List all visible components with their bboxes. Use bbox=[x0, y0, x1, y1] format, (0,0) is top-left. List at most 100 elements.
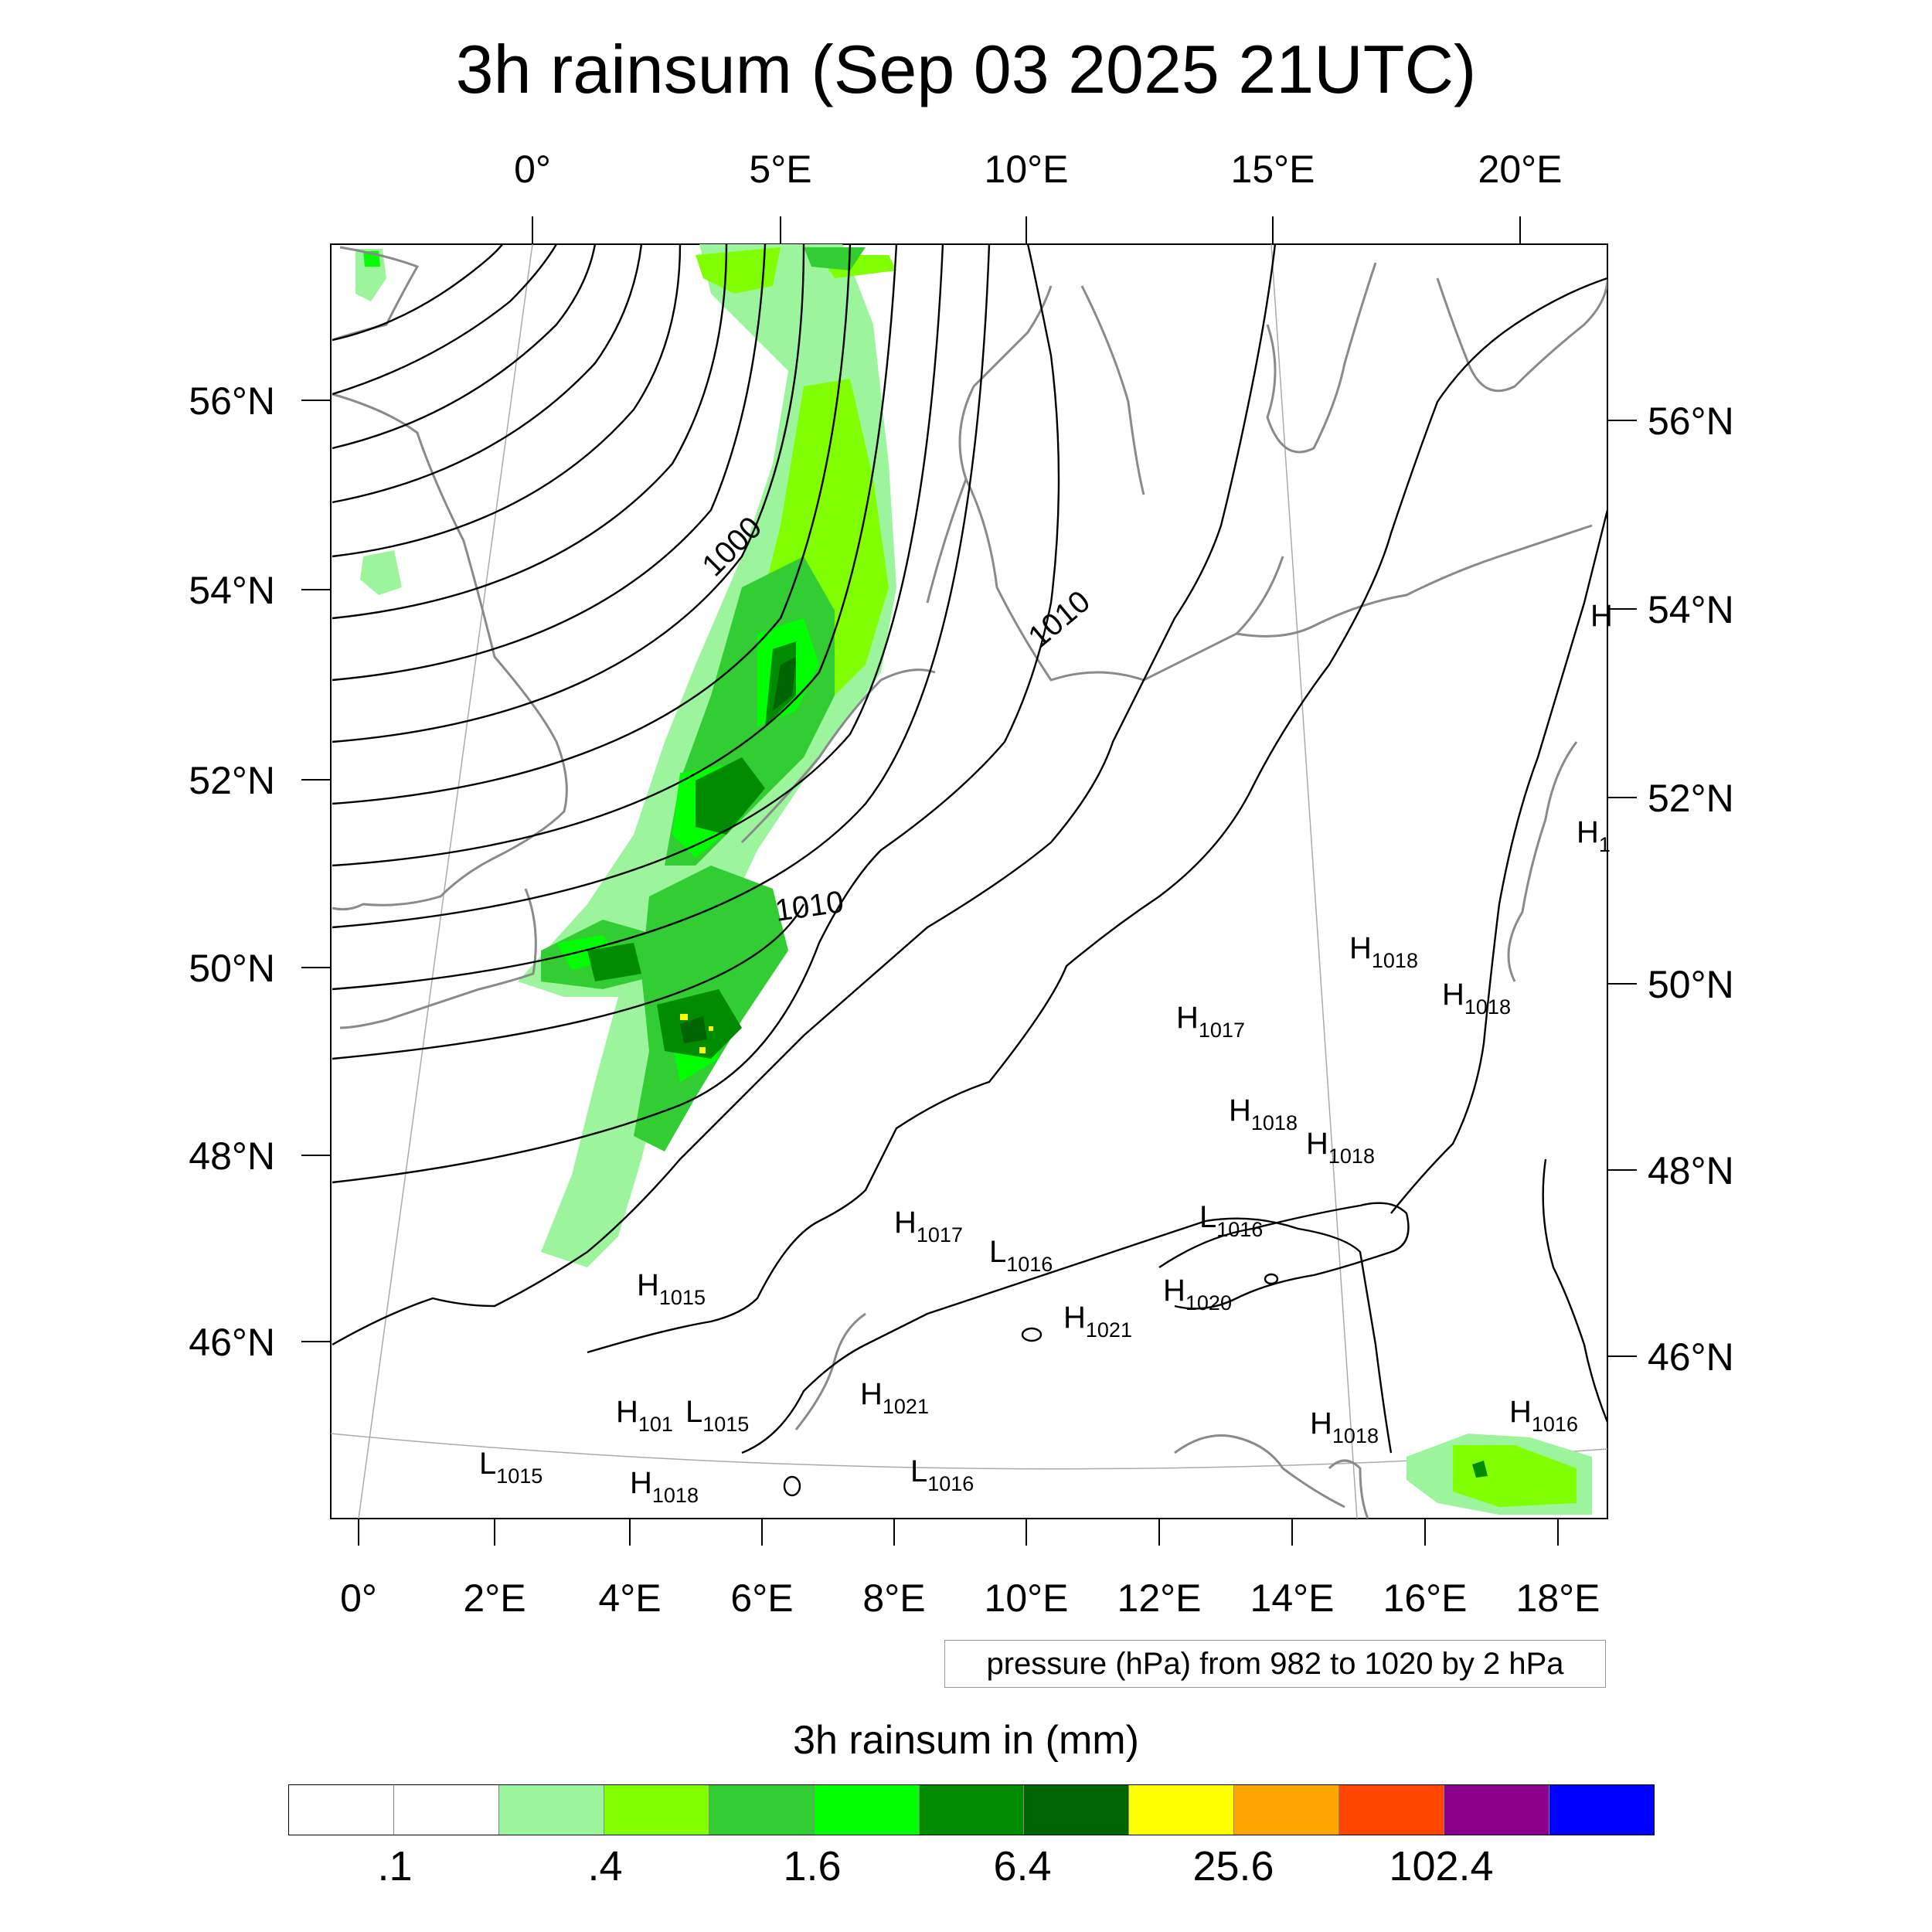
lon-label-bottom: 10°E bbox=[985, 1577, 1069, 1620]
contour-info-box: pressure (hPa) from 982 to 1020 by 2 hPa bbox=[944, 1640, 1606, 1688]
pressure-center-type: H bbox=[630, 1466, 652, 1500]
lon-label-top: 15°E bbox=[1231, 148, 1315, 191]
pressure-center-value: 1016 bbox=[1532, 1413, 1578, 1436]
colorbar-swatch bbox=[1024, 1785, 1130, 1835]
pressure-center-type: L bbox=[910, 1454, 927, 1488]
pressure-center-value: 1015 bbox=[702, 1413, 749, 1436]
svg-text:H1018: H1018 bbox=[630, 1466, 699, 1507]
svg-text:H1020: H1020 bbox=[1163, 1274, 1232, 1315]
map-frame bbox=[330, 243, 1608, 1519]
lon-label-bottom: 14°E bbox=[1250, 1577, 1335, 1620]
pressure-center-value: 1018 bbox=[1464, 995, 1511, 1019]
lon-label-bottom: 12°E bbox=[1117, 1577, 1202, 1620]
pressure-center-type: H bbox=[1509, 1395, 1532, 1429]
colorbar-label: 102.4 bbox=[1389, 1843, 1494, 1889]
colorbar-swatch bbox=[604, 1785, 709, 1835]
svg-text:H1021: H1021 bbox=[860, 1377, 929, 1418]
precipitation-field bbox=[355, 244, 1592, 1515]
lat-label-right: 46°N bbox=[1648, 1335, 1734, 1379]
colorbar-swatch bbox=[1234, 1785, 1340, 1835]
colorbar-title: 3h rainsum in (mm) bbox=[793, 1718, 1139, 1763]
pressure-center-type: H bbox=[1063, 1301, 1086, 1335]
lon-label-bottom: 2°E bbox=[463, 1577, 526, 1620]
lon-label-top: 20°E bbox=[1478, 148, 1563, 191]
lon-label-top: 0° bbox=[514, 148, 551, 191]
svg-text:H1017: H1017 bbox=[894, 1206, 963, 1247]
pressure-center-value: 1018 bbox=[1251, 1111, 1298, 1134]
lat-label-left: 54°N bbox=[189, 569, 275, 612]
lon-label-bottom: 16°E bbox=[1383, 1577, 1468, 1620]
pressure-center-value: 1015 bbox=[659, 1286, 706, 1309]
pressure-center-type: H bbox=[894, 1206, 917, 1240]
lon-label-bottom: 8°E bbox=[862, 1577, 925, 1620]
pressure-center-value: 101 bbox=[638, 1413, 673, 1436]
colorbar-swatch bbox=[1549, 1785, 1654, 1835]
colorbar-label: 6.4 bbox=[993, 1843, 1052, 1889]
pressure-center-value: 1 bbox=[1599, 833, 1611, 856]
colorbar-swatch bbox=[289, 1785, 394, 1835]
lat-label-right: 52°N bbox=[1648, 777, 1734, 820]
pressure-center-value: 1017 bbox=[1199, 1019, 1245, 1042]
lat-label-left: 52°N bbox=[189, 759, 275, 802]
lon-label-bottom: 0° bbox=[340, 1577, 377, 1620]
svg-text:L1016: L1016 bbox=[989, 1235, 1053, 1276]
page-title: 3h rainsum (Sep 03 2025 21UTC) bbox=[455, 31, 1477, 107]
pressure-center-type: H bbox=[1163, 1274, 1185, 1308]
svg-text:L1015: L1015 bbox=[479, 1447, 543, 1488]
pressure-center-value: 1018 bbox=[652, 1484, 699, 1507]
pressure-center-value: 1016 bbox=[1006, 1253, 1053, 1276]
colorbar-label: .1 bbox=[377, 1843, 413, 1889]
isobars bbox=[332, 244, 1607, 1497]
svg-text:H1018: H1018 bbox=[1349, 931, 1418, 972]
pressure-centers: H1018 H1018 H1017 H1018 H1018 H1017 L101… bbox=[479, 599, 1613, 1507]
svg-text:H101: H101 bbox=[616, 1395, 673, 1436]
svg-text:H1015: H1015 bbox=[637, 1268, 706, 1309]
pressure-center-type: H bbox=[1590, 599, 1613, 633]
colorbar bbox=[288, 1784, 1655, 1835]
pressure-center-value: 1016 bbox=[927, 1472, 974, 1495]
pressure-center-value: 1015 bbox=[496, 1464, 543, 1488]
pressure-center-type: L bbox=[989, 1235, 1006, 1269]
tick-marks bbox=[301, 216, 1637, 1546]
colorbar-swatch bbox=[814, 1785, 920, 1835]
colorbar-swatch bbox=[1444, 1785, 1550, 1835]
colorbar-swatch bbox=[498, 1785, 604, 1835]
pressure-center-type: H bbox=[637, 1268, 659, 1302]
pressure-center-type: H bbox=[1442, 978, 1464, 1012]
svg-text:H1018: H1018 bbox=[1229, 1094, 1298, 1134]
lon-label-bottom: 6°E bbox=[730, 1577, 793, 1620]
colorbar-swatch bbox=[709, 1785, 815, 1835]
lat-label-left: 56°N bbox=[189, 379, 275, 423]
colorbar-label: .4 bbox=[587, 1843, 623, 1889]
lat-label-right: 54°N bbox=[1648, 588, 1734, 631]
pressure-center-type: L bbox=[685, 1395, 702, 1429]
pressure-center-type: H bbox=[1306, 1127, 1328, 1161]
lat-label-left: 48°N bbox=[189, 1134, 275, 1178]
lon-label-top: 5°E bbox=[749, 148, 811, 191]
colorbar-swatch bbox=[393, 1785, 499, 1835]
lat-label-right: 48°N bbox=[1648, 1149, 1734, 1192]
colorbar-swatch bbox=[919, 1785, 1025, 1835]
colorbar-label: 25.6 bbox=[1192, 1843, 1274, 1889]
pressure-center-value: 1018 bbox=[1328, 1145, 1375, 1168]
lat-label-left: 46°N bbox=[189, 1321, 275, 1364]
pressure-center-value: 1021 bbox=[1086, 1318, 1132, 1342]
colorbar-label: 1.6 bbox=[783, 1843, 842, 1889]
svg-text:H1: H1 bbox=[1577, 815, 1611, 856]
svg-text:L1015: L1015 bbox=[685, 1395, 749, 1436]
lon-label-top: 10°E bbox=[985, 148, 1069, 191]
pressure-center-type: H bbox=[1349, 931, 1372, 965]
lon-label-bottom: 18°E bbox=[1516, 1577, 1600, 1620]
lat-label-right: 50°N bbox=[1648, 963, 1734, 1006]
coastlines bbox=[332, 246, 1607, 1519]
lon-label-bottom: 4°E bbox=[598, 1577, 661, 1620]
pressure-center-value: 1017 bbox=[917, 1223, 963, 1247]
pressure-center-type: H bbox=[616, 1395, 638, 1429]
pressure-center-value: 1016 bbox=[1216, 1218, 1263, 1241]
pressure-center-type: L bbox=[479, 1447, 496, 1481]
colorbar-swatch bbox=[1339, 1785, 1445, 1835]
svg-text:L1016: L1016 bbox=[1199, 1200, 1263, 1241]
pressure-center-type: H bbox=[1310, 1406, 1332, 1440]
svg-text:L1016: L1016 bbox=[910, 1454, 974, 1495]
